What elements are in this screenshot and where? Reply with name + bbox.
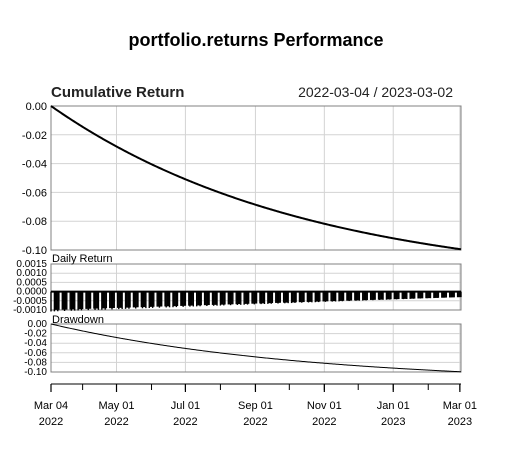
x-tick-label: Jul 01: [171, 400, 200, 412]
y-tick-label: -0.10: [22, 245, 47, 257]
x-tick-label: May 01: [98, 400, 134, 412]
y-tick-label: -0.08: [22, 216, 47, 228]
panel-frame: [50, 105, 462, 251]
drawdown-line: [50, 323, 462, 373]
y-tick-label: -0.02: [24, 329, 47, 340]
x-tick-label: Sep 01: [238, 400, 273, 412]
y-tick-label: -0.04: [22, 159, 47, 171]
drawdown-title: Drawdown: [52, 314, 104, 326]
y-tick-label: -0.0010: [13, 305, 47, 316]
x-tick-year: 2022: [173, 416, 197, 428]
x-tick-year: 2022: [243, 416, 267, 428]
y-tick-label: -0.06: [24, 348, 47, 359]
x-tick-label: Mar 04: [34, 400, 68, 412]
drawdown-panel: 0.00-0.02-0.04-0.06-0.08-0.10 Drawdown: [24, 314, 462, 378]
panel-frame: [50, 323, 462, 373]
y-tick-label: -0.02: [22, 130, 47, 142]
cumulative-return-title: Cumulative Return: [51, 84, 184, 101]
y-tick-label: -0.10: [24, 367, 47, 378]
cumulative-return-panel: 0.00 -0.02 -0.04 -0.06 -0.08 -0.10: [22, 101, 462, 257]
x-tick-year: 2022: [104, 416, 128, 428]
y-tick-label: -0.04: [24, 338, 47, 349]
y-tick-label: 0.0010: [16, 268, 47, 279]
x-tick-label: Nov 01: [307, 400, 342, 412]
daily-return-title: Daily Return: [52, 253, 113, 265]
cumulative-return-line: [50, 105, 462, 251]
x-axis: Mar 04 2022 May 01 2022 Jul 01 2022 Sep 01 2022…: [34, 383, 477, 428]
y-tick-label: -0.06: [22, 187, 47, 199]
y-tick-label: 0.0005: [16, 277, 47, 288]
y-tick-label: 0.0000: [16, 287, 47, 298]
date-range: 2022-03-04 / 2023-03-02: [298, 84, 453, 100]
y-tick-label: -0.0005: [13, 296, 47, 307]
x-tick-year: 2022: [39, 416, 63, 428]
x-tick-year: 2023: [448, 416, 472, 428]
y-tick-label: 0.00: [26, 101, 47, 113]
y-tick-label: 0.00: [28, 319, 48, 330]
y-tick-label: 0.0015: [16, 259, 47, 270]
x-tick-label: Mar 01: [443, 400, 477, 412]
panel-frame: [50, 263, 462, 311]
x-tick-year: 2023: [381, 416, 405, 428]
chart-title: portfolio.returns Performance: [128, 30, 383, 50]
x-tick-year: 2022: [312, 416, 336, 428]
x-tick-label: Jan 01: [377, 400, 410, 412]
y-tick-label: -0.08: [24, 357, 47, 368]
